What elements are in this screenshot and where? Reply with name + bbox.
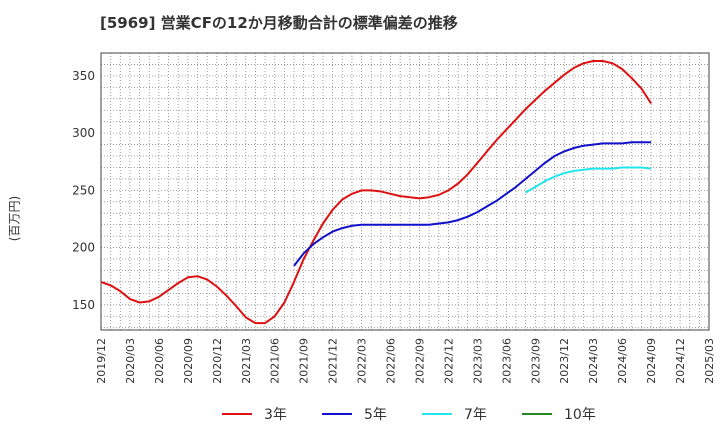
y-tick-label: 150: [72, 298, 95, 312]
x-tick-label: 2019/12: [95, 338, 108, 384]
x-tick-label: 2022/03: [356, 338, 369, 384]
x-tick-label: 2023/03: [471, 338, 484, 384]
x-tick-label: 2022/06: [385, 338, 398, 384]
legend-label-0: 3年: [264, 407, 287, 423]
series-line-2: [525, 166, 652, 194]
x-tick-label: 2022/12: [442, 338, 455, 384]
x-tick-label: 2020/06: [153, 338, 166, 384]
x-tick-label: 2023/09: [529, 338, 542, 384]
x-tick-label: 2024/12: [674, 338, 687, 384]
x-tick-label: 2023/06: [500, 338, 513, 384]
x-tick-label: 2022/09: [413, 338, 426, 384]
x-tick-label: 2021/03: [240, 338, 253, 384]
x-tick-label: 2020/03: [124, 338, 137, 384]
x-tick-label: 2021/09: [298, 338, 311, 384]
x-tick-label: 2025/03: [703, 338, 716, 384]
x-tick-label: 2024/09: [645, 338, 658, 384]
plot-frame: [100, 52, 710, 331]
x-tick-label: 2020/09: [182, 338, 195, 384]
x-tick-label: 2021/06: [269, 338, 282, 384]
x-tick-label: 2021/12: [327, 338, 340, 384]
plot-area: [101, 53, 709, 330]
series-line-1: [293, 141, 652, 267]
x-tick-label: 2020/12: [211, 338, 224, 384]
legend-label-3: 10年: [564, 407, 596, 423]
y-tick-label: 200: [72, 241, 95, 255]
x-tick-label: 2023/12: [558, 338, 571, 384]
legend-label-1: 5年: [364, 407, 387, 423]
chart-title: [5969] 営業CFの12か月移動合計の標準偏差の推移: [100, 14, 458, 32]
series-line-0: [100, 60, 652, 325]
x-tick-label: 2024/06: [616, 338, 629, 384]
x-tick-label: 2024/03: [587, 338, 600, 384]
legend-label-2: 7年: [464, 407, 487, 423]
y-tick-label: 250: [72, 183, 95, 197]
y-tick-label: 350: [72, 69, 95, 83]
y-tick-label: 300: [72, 126, 95, 140]
